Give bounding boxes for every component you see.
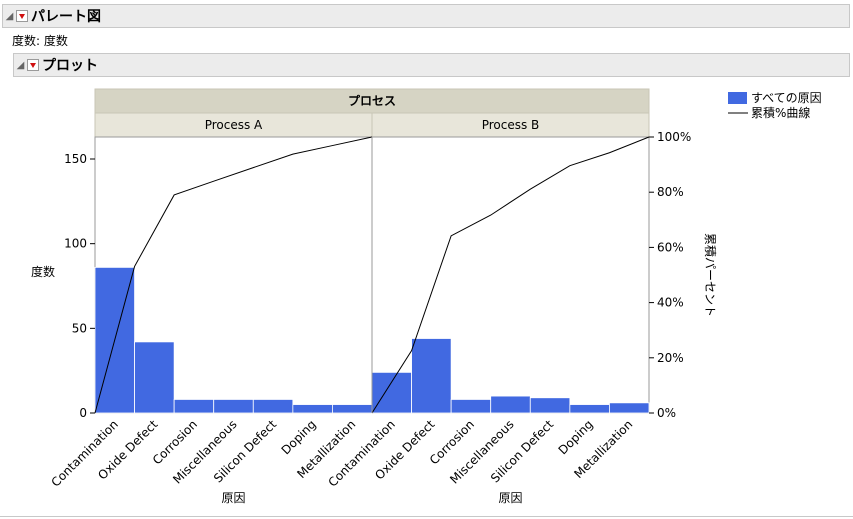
red-triangle-menu-icon[interactable]: [27, 59, 39, 71]
panel-title: Process B: [482, 118, 540, 132]
bar: [529, 397, 571, 414]
legend-bar-swatch: [728, 92, 747, 104]
panel-title: Process A: [205, 118, 263, 132]
legend-line-label: 累積%曲線: [751, 105, 810, 120]
group-title: プロセス: [348, 93, 396, 108]
cumulative-line: [94, 136, 373, 414]
bottom-divider: [0, 516, 853, 517]
y2-tick-label: 100%: [657, 130, 691, 144]
bar: [134, 341, 175, 414]
cumulative-line: [371, 136, 650, 414]
y2-tick-label: 80%: [657, 185, 684, 199]
y-tick-label: 0: [79, 406, 87, 420]
y2-axis-label: 累積パーセント: [703, 233, 718, 317]
y2-tick-label: 60%: [657, 240, 684, 254]
y-axis-label: 度数: [31, 264, 55, 279]
y-tick-label: 150: [64, 152, 87, 166]
group-strip: [94, 88, 650, 114]
bar: [411, 338, 452, 414]
collapse-triangle-icon[interactable]: ◢: [5, 10, 14, 22]
plot-outline-header: ◢ プロット: [13, 53, 850, 77]
collapse-triangle-icon[interactable]: ◢: [16, 59, 25, 71]
bar: [213, 399, 254, 414]
frequency-info: 度数: 度数: [12, 34, 68, 48]
bar: [332, 404, 373, 414]
category-label: Doping: [279, 417, 319, 457]
bar: [569, 404, 610, 414]
plot-title: プロット: [42, 58, 98, 74]
y-tick-label: 50: [72, 321, 87, 335]
x-axis-label: 原因: [221, 491, 245, 505]
category-label: Contamination: [49, 417, 121, 489]
bar: [609, 402, 650, 414]
y-tick-label: 100: [64, 237, 87, 251]
report-title: パレート図: [31, 9, 101, 25]
bar: [371, 371, 412, 414]
y2-tick-label: 20%: [657, 351, 684, 365]
y2-tick-label: 40%: [657, 296, 684, 310]
category-label: Doping: [556, 417, 596, 457]
y2-tick-label: 0%: [657, 406, 676, 420]
x-axis-label: 原因: [498, 491, 522, 505]
legend-bar-label: すべての原因: [751, 91, 822, 105]
red-triangle-menu-icon[interactable]: [16, 10, 28, 22]
bar: [292, 404, 333, 414]
pareto-outline-header: ◢ パレート図: [2, 4, 850, 28]
bar: [173, 399, 215, 414]
bar: [450, 399, 492, 414]
panel-strip: [371, 112, 650, 138]
bar: [252, 399, 294, 414]
bar: [490, 395, 531, 414]
